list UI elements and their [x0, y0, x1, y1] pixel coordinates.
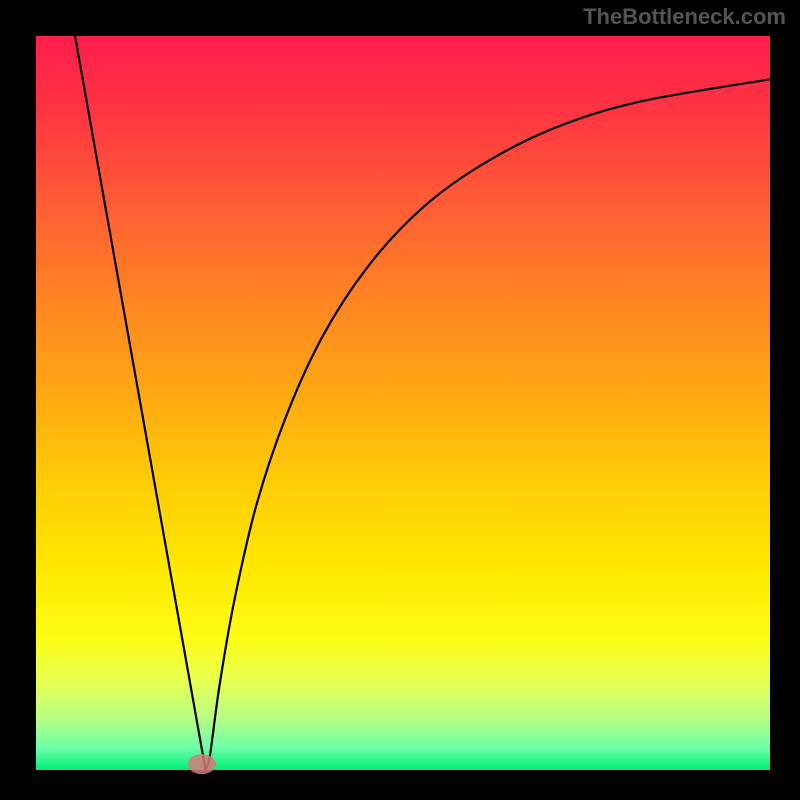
bottleneck-chart: TheBottleneck.com	[0, 0, 800, 800]
minimum-marker	[188, 754, 216, 774]
plot-background	[36, 36, 770, 770]
chart-svg	[0, 0, 800, 800]
watermark-text: TheBottleneck.com	[583, 4, 786, 30]
